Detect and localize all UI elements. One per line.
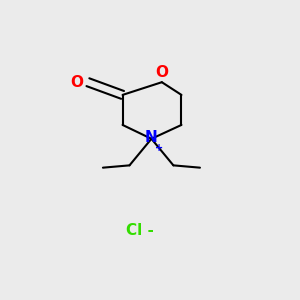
Text: +: + xyxy=(155,142,164,153)
Text: O: O xyxy=(155,65,168,80)
Text: O: O xyxy=(70,75,83,90)
Text: N: N xyxy=(145,130,158,145)
Text: Cl -: Cl - xyxy=(126,223,154,238)
